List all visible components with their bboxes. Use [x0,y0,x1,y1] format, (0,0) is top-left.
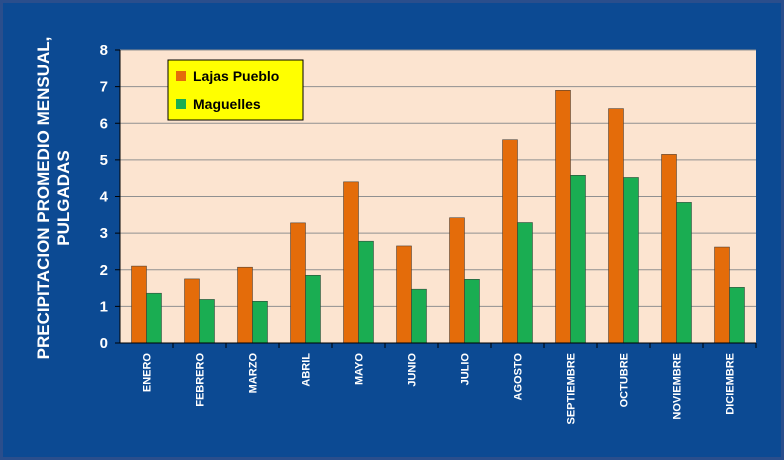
bar-maguelles-agosto [517,222,533,344]
axis-labels: PRECIPITACION PROMEDIO MENSUAL, PULGADAS [34,37,73,360]
bar-maguelles-octubre [623,177,639,344]
bar-lajas-pueblo-febrero [184,278,200,344]
bar-maguelles-mayo [358,240,374,344]
bar-lajas-pueblo-julio [449,217,465,344]
bar-lajas-pueblo-junio [396,245,412,344]
y-tick-label-7: 7 [100,79,108,96]
x-tick-label-julio: JULIO [460,353,472,386]
bar-lajas-pueblo-noviembre [661,154,677,344]
x-tick-label-abril: ABRIL [301,353,313,387]
bar-maguelles-abril [305,274,321,344]
y-tick-label-6: 6 [100,115,108,132]
y-tick-label-4: 4 [100,189,109,206]
bar-lajas-pueblo-marzo [237,266,253,344]
legend-label-maguelles: Maguelles [193,96,261,112]
bar-maguelles-julio [464,279,480,344]
axes: 0 1 2 3 4 5 6 7 8 ENERO FEBRERO MARZO ABRIL MAYO JUNIO… [100,42,757,425]
x-tick-label-enero: ENERO [142,353,154,393]
y-tick-label-8: 8 [100,42,108,59]
y-tick-label-5: 5 [100,152,108,169]
x-tick-label-marzo: MARZO [248,353,260,394]
x-tick-label-mayo: MAYO [354,353,366,385]
x-tick-label-septiembre: SEPTIEMBRE [566,353,578,425]
legend-swatch-lajas-pueblo [176,71,186,81]
bar-lajas-pueblo-mayo [343,181,359,344]
x-tick-label-junio: JUNIO [407,353,419,387]
y-tick-label-0: 0 [100,335,108,352]
bar-maguelles-enero [146,292,162,344]
x-tick-label-noviembre: NOVIEMBRE [672,353,684,420]
y-tick-label-2: 2 [100,262,108,279]
y-tick-label-1: 1 [100,298,108,315]
legend-swatch-maguelles [176,99,186,109]
bar-lajas-pueblo-enero [131,265,147,344]
y-tick-label-3: 3 [100,225,108,242]
x-tick-label-agosto: AGOSTO [513,353,525,401]
bar-lajas-pueblo-septiembre [555,90,571,344]
legend-box [167,59,304,121]
bars [131,90,745,344]
bar-lajas-pueblo-agosto [502,139,518,344]
bar-maguelles-junio [411,288,427,344]
bar-lajas-pueblo-abril [290,222,306,344]
bar-maguelles-marzo [252,300,268,344]
bar-maguelles-febrero [199,299,215,344]
x-tick-label-octubre: OCTUBRE [619,353,631,407]
bar-maguelles-diciembre [729,287,745,344]
bar-maguelles-noviembre [676,202,692,344]
gridlines [120,49,756,307]
y-axis-label-line-1: PRECIPITACION PROMEDIO MENSUAL, [34,37,53,360]
x-tick-label-febrero: FEBRERO [195,353,207,407]
legend: Lajas Pueblo Maguelles [167,59,304,121]
bar-lajas-pueblo-diciembre [714,246,730,344]
y-axis-label-line-2: PULGADAS [54,150,73,245]
bar-lajas-pueblo-octubre [608,108,624,344]
bar-maguelles-septiembre [570,175,586,344]
precipitation-bar-chart: 0 1 2 3 4 5 6 7 8 ENERO FEBRERO MARZO ABRIL MAYO JUNIO… [34,37,757,425]
x-tick-label-diciembre: DICIEMBRE [725,353,737,415]
legend-label-lajas-pueblo: Lajas Pueblo [193,68,279,84]
